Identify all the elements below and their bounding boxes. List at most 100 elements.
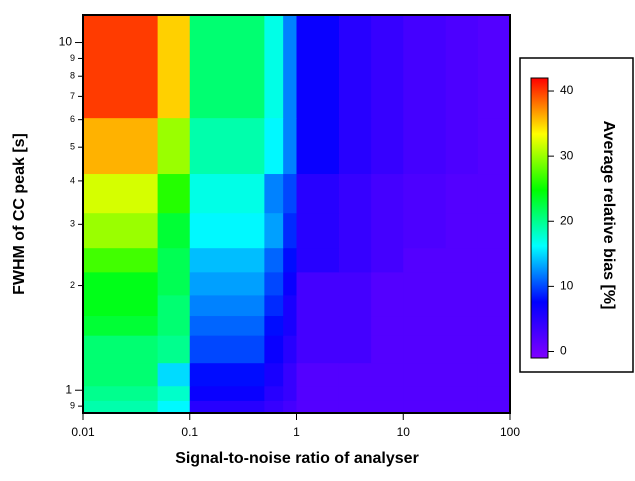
heatmap-cell xyxy=(264,271,284,296)
heatmap-cell xyxy=(371,173,404,214)
heatmap-cell xyxy=(403,400,447,414)
heatmap-cell xyxy=(338,335,372,364)
colorbar-tick-label: 0 xyxy=(560,344,567,358)
heatmap-cell xyxy=(338,271,372,296)
x-tick-label: 100 xyxy=(500,425,520,439)
heatmap-cell xyxy=(403,117,447,175)
heatmap-cell xyxy=(83,173,159,214)
heatmap-cell xyxy=(264,362,284,387)
y-tick-label: 4 xyxy=(70,175,75,185)
y-tick-label: 8 xyxy=(70,71,75,81)
heatmap-cell xyxy=(296,15,340,119)
heatmap-cell xyxy=(477,400,511,414)
heatmap-cell xyxy=(283,173,297,214)
heatmap-cell xyxy=(371,294,404,317)
heatmap-cell xyxy=(403,335,447,364)
heatmap-cell xyxy=(157,362,191,387)
heatmap-cell xyxy=(283,247,297,273)
heatmap-cell xyxy=(283,294,297,317)
heatmap-cell xyxy=(296,117,340,175)
heatmap-cell xyxy=(264,117,284,175)
heatmap-cell xyxy=(371,335,404,364)
heatmap-cell xyxy=(445,212,479,249)
y-tick-label: 6 xyxy=(70,114,75,124)
heatmap-cell xyxy=(477,173,511,214)
heatmap-cell xyxy=(371,400,404,414)
heatmap-cell xyxy=(157,335,191,364)
heatmap-cell xyxy=(189,117,265,175)
heatmap-cell xyxy=(338,315,372,336)
y-tick-label: 9 xyxy=(70,53,75,63)
x-tick-label: 0.01 xyxy=(71,425,95,439)
heatmap-cell xyxy=(189,212,265,249)
heatmap-cell xyxy=(371,315,404,336)
heatmap-cell xyxy=(157,400,191,414)
colorbar-tick-label: 30 xyxy=(560,148,574,162)
heatmap-cell xyxy=(157,294,191,317)
heatmap-cell xyxy=(264,385,284,401)
heatmap-cell xyxy=(264,315,284,336)
heatmap-cell xyxy=(283,15,297,119)
heatmap-cell xyxy=(83,400,159,414)
colorbar-label: Average relative bias [%] xyxy=(600,121,617,310)
y-tick-label: 1 xyxy=(65,382,72,396)
heatmap-cell xyxy=(83,247,159,273)
heatmap-cell xyxy=(477,212,511,249)
y-tick-label: 10 xyxy=(59,35,73,49)
heatmap-cell xyxy=(189,173,265,214)
heatmap-cell xyxy=(189,15,265,119)
heatmap-cell xyxy=(283,362,297,387)
heatmap-cell xyxy=(157,315,191,336)
heatmap-cell xyxy=(445,362,479,387)
heatmap-cell xyxy=(157,173,191,214)
heatmap-cell xyxy=(296,173,340,214)
heatmap-cell xyxy=(83,362,159,387)
heatmap-cell xyxy=(157,271,191,296)
heatmap-cell xyxy=(264,15,284,119)
heatmap-cell xyxy=(477,117,511,175)
heatmap-cell xyxy=(477,271,511,296)
heatmap-cell xyxy=(445,117,479,175)
heatmap-cell xyxy=(83,294,159,317)
x-axis-label: Signal-to-noise ratio of analyser xyxy=(175,450,419,467)
heatmap-cell xyxy=(283,335,297,364)
heatmap-cell xyxy=(477,385,511,401)
heatmap-cell xyxy=(371,212,404,249)
colorbar-tick-label: 10 xyxy=(560,279,574,293)
heatmap-cell xyxy=(189,315,265,336)
y-tick-label: 7 xyxy=(70,91,75,101)
heatmap-cell xyxy=(296,400,340,414)
heatmap-cell xyxy=(338,294,372,317)
heatmap-cell xyxy=(296,335,340,364)
heatmap-cell xyxy=(403,294,447,317)
heatmap-cell xyxy=(403,271,447,296)
heatmap-cell xyxy=(403,173,447,214)
heatmap-cell xyxy=(157,385,191,401)
heatmap-cell xyxy=(283,315,297,336)
heatmap-cell xyxy=(338,362,372,387)
heatmap-cell xyxy=(283,117,297,175)
heatmap-cell xyxy=(403,315,447,336)
heatmap-cell xyxy=(296,271,340,296)
heatmap xyxy=(83,15,511,414)
heatmap-cell xyxy=(264,400,284,414)
colorbar xyxy=(530,77,549,359)
heatmap-cell xyxy=(264,294,284,317)
heatmap-cell xyxy=(338,400,372,414)
heatmap-cell xyxy=(445,400,479,414)
heatmap-cell xyxy=(477,15,511,119)
heatmap-cell xyxy=(264,173,284,214)
heatmap-cell xyxy=(189,385,265,401)
y-tick-label: 9 xyxy=(70,401,75,411)
heatmap-cell xyxy=(264,247,284,273)
heatmap-cell xyxy=(157,117,191,175)
heatmap-cell xyxy=(338,212,372,249)
heatmap-cell xyxy=(83,385,159,401)
heatmap-cell xyxy=(296,212,340,249)
heatmap-cell xyxy=(283,385,297,401)
y-tick-label: 2 xyxy=(70,280,75,290)
heatmap-cell xyxy=(83,271,159,296)
heatmap-cell xyxy=(296,294,340,317)
heatmap-cell xyxy=(189,335,265,364)
heatmap-cell xyxy=(189,247,265,273)
